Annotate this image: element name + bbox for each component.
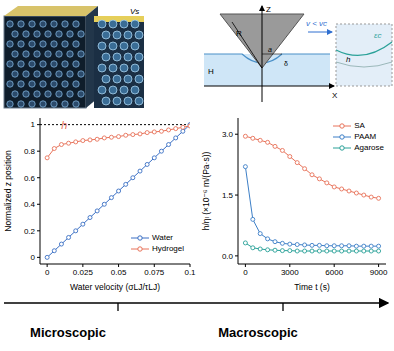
svg-text:h: h [61,119,67,131]
svg-text:a: a [268,46,272,53]
svg-text:R: R [236,29,242,38]
svg-text:h: h [346,55,351,64]
svg-text:0.0: 0.0 [222,252,234,261]
svg-text:0.6: 0.6 [24,174,36,183]
svg-text:1.5: 1.5 [222,191,234,200]
svg-text:9000: 9000 [370,268,388,277]
svg-text:0.4: 0.4 [24,200,36,209]
svg-text:0.075: 0.075 [144,268,165,277]
html-text:Hydrogel: Hydrogel [152,244,184,253]
svg-text:εc: εc [374,31,382,40]
svg-text:1: 1 [31,120,36,129]
svg-text:3000: 3000 [281,268,299,277]
svg-text:Normalized z position: Normalized z position [3,150,13,232]
svg-text:Macroscopic: Macroscopic [218,325,297,340]
svg-text:H: H [208,67,214,76]
svg-text:Microscopic: Microscopic [30,325,106,340]
svg-text:Z: Z [266,5,271,14]
svg-text:0: 0 [243,268,248,277]
svg-text:0.05: 0.05 [111,268,127,277]
svg-text:Vs: Vs [130,7,139,16]
html-text:Water: Water [152,233,173,242]
html-text:Agarose: Agarose [354,143,384,152]
svg-text:0.025: 0.025 [73,268,94,277]
html-text:SA: SA [354,121,365,130]
svg-text:Water velocity (σLJ/τLJ): Water velocity (σLJ/τLJ) [70,282,160,292]
svg-text:0.1: 0.1 [184,268,196,277]
svg-text:6000: 6000 [325,268,343,277]
svg-text:Time t (s): Time t (s) [294,282,330,292]
svg-text:h/ηₗ (×10⁻⁶ m/(Pa·s)): h/ηₗ (×10⁻⁶ m/(Pa·s)) [201,152,211,231]
svg-text:0.2: 0.2 [24,227,36,236]
svg-text:X: X [332,91,338,100]
html-text:PAAM: PAAM [354,132,377,141]
svg-text:0: 0 [31,253,36,262]
svg-text:v < vc: v < vc [306,19,327,28]
svg-text:0.8: 0.8 [24,147,36,156]
svg-text:0: 0 [45,268,50,277]
svg-text:δ: δ [284,60,288,67]
svg-text:3.0: 3.0 [222,130,234,139]
